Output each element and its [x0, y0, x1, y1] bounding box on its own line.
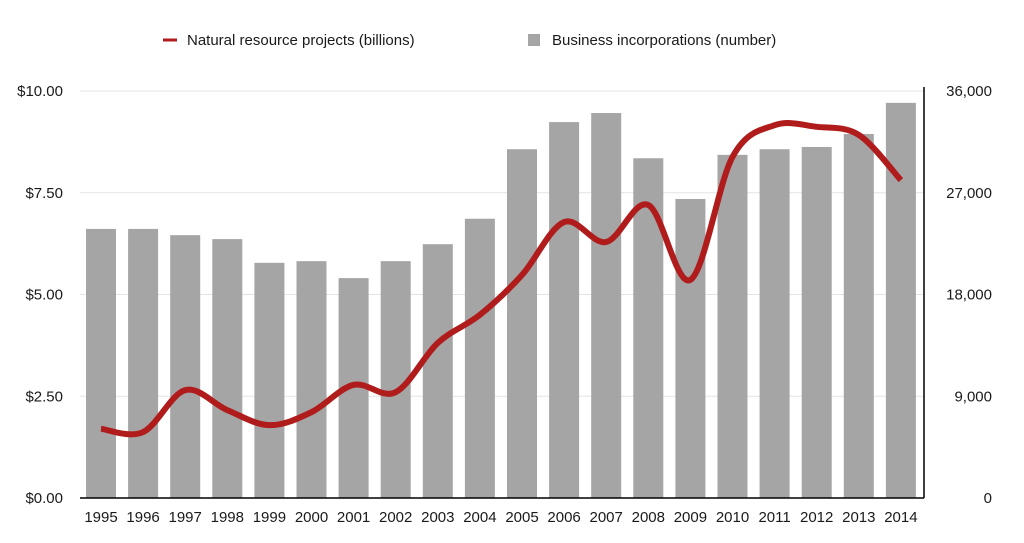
bar-2009[interactable] — [675, 198, 706, 498]
x-tick-label: 2002 — [379, 509, 412, 526]
bar-2000[interactable] — [296, 261, 327, 498]
right-axis-ticks: 0 9,000 18,000 27,000 36,000 — [946, 83, 992, 507]
line-point-1999[interactable] — [266, 422, 272, 428]
x-tick-label: 2005 — [505, 509, 538, 526]
line-series — [98, 120, 904, 438]
bar-2012[interactable] — [801, 146, 832, 498]
line-point-2005[interactable] — [519, 272, 525, 278]
right-tick-label: 27,000 — [946, 185, 992, 202]
x-tick-label: 1996 — [126, 509, 159, 526]
bar-2004[interactable] — [464, 218, 495, 498]
legend-square-icon — [528, 34, 540, 46]
line-point-2002[interactable] — [393, 389, 399, 395]
axes — [80, 87, 925, 499]
bar-1996[interactable] — [128, 228, 159, 498]
legend-label-bar: Business incorporations (number) — [552, 32, 776, 49]
x-tick-label: 1997 — [169, 509, 202, 526]
line-point-2006[interactable] — [561, 219, 567, 225]
line-point-1998[interactable] — [224, 407, 230, 413]
x-tick-label: 2004 — [463, 509, 496, 526]
left-tick-label: $0.00 — [25, 490, 63, 507]
line-point-1997[interactable] — [182, 387, 188, 393]
line-point-2001[interactable] — [351, 382, 357, 388]
bar-2005[interactable] — [507, 149, 537, 498]
x-tick-label: 1998 — [211, 509, 244, 526]
right-tick-label: 0 — [984, 490, 992, 507]
x-tick-label: 1995 — [84, 509, 117, 526]
right-tick-label: 36,000 — [946, 83, 992, 100]
x-tick-label: 2011 — [758, 509, 790, 526]
bar-2010[interactable] — [717, 154, 748, 498]
left-tick-label: $10.00 — [17, 83, 63, 100]
line-point-2012[interactable] — [814, 124, 820, 130]
x-tick-label: 2010 — [716, 509, 749, 526]
x-tick-label: 2007 — [590, 509, 623, 526]
bar-2007[interactable] — [591, 113, 622, 498]
x-axis-ticks: 1995 1996 1997 1998 1999 2000 2001 2002 2003 2004… — [84, 509, 917, 526]
line-point-2000[interactable] — [309, 409, 315, 415]
left-tick-label: $7.50 — [25, 185, 63, 202]
x-tick-label: 2012 — [800, 509, 833, 526]
x-tick-label: 2001 — [337, 509, 370, 526]
x-tick-label: 1999 — [253, 509, 286, 526]
bar-2011[interactable] — [759, 149, 790, 498]
line-point-2011[interactable] — [772, 122, 778, 128]
legend-label-line: Natural resource projects (billions) — [187, 32, 415, 49]
line-point-2008[interactable] — [645, 202, 651, 208]
right-tick-label: 18,000 — [946, 287, 992, 304]
line-path — [100, 120, 904, 438]
right-tick-label: 9,000 — [954, 388, 992, 405]
bar-1997[interactable] — [170, 235, 201, 499]
line-point-2007[interactable] — [603, 239, 609, 245]
left-axis-ticks: $0.00 $2.50 $5.00 $7.50 $10.00 — [17, 83, 63, 507]
left-tick-label: $2.50 — [25, 388, 63, 405]
bar-series — [86, 102, 916, 499]
bar-2014[interactable] — [885, 102, 916, 498]
x-tick-label: 2003 — [421, 509, 454, 526]
gridlines — [80, 90, 924, 397]
bar-2006[interactable] — [549, 122, 580, 499]
line-point-2009[interactable] — [687, 277, 693, 283]
x-tick-label: 2013 — [842, 509, 875, 526]
left-tick-label: $5.00 — [25, 287, 63, 304]
legend-item-line[interactable]: Natural resource projects (billions) — [163, 32, 415, 49]
line-point-2013[interactable] — [856, 132, 862, 138]
line-point-2010[interactable] — [730, 154, 736, 160]
legend-item-bar[interactable]: Business incorporations (number) — [528, 32, 776, 49]
bar-2003[interactable] — [422, 244, 453, 498]
legend: Natural resource projects (billions) Bus… — [163, 32, 776, 49]
bar-2013[interactable] — [843, 133, 874, 498]
x-tick-label: 2009 — [674, 509, 707, 526]
line-point-2003[interactable] — [435, 340, 441, 346]
x-tick-label: 2006 — [547, 509, 580, 526]
x-tick-label: 2008 — [632, 509, 665, 526]
x-tick-label: 2014 — [884, 509, 917, 526]
line-point-2014[interactable] — [898, 177, 904, 183]
bar-1999[interactable] — [254, 262, 285, 498]
bar-1995[interactable] — [86, 228, 116, 498]
line-point-1995[interactable] — [98, 426, 104, 432]
line-point-1996[interactable] — [140, 429, 146, 435]
bar-1998[interactable] — [212, 239, 243, 498]
line-point-2004[interactable] — [477, 312, 483, 318]
x-tick-label: 2000 — [295, 509, 328, 526]
